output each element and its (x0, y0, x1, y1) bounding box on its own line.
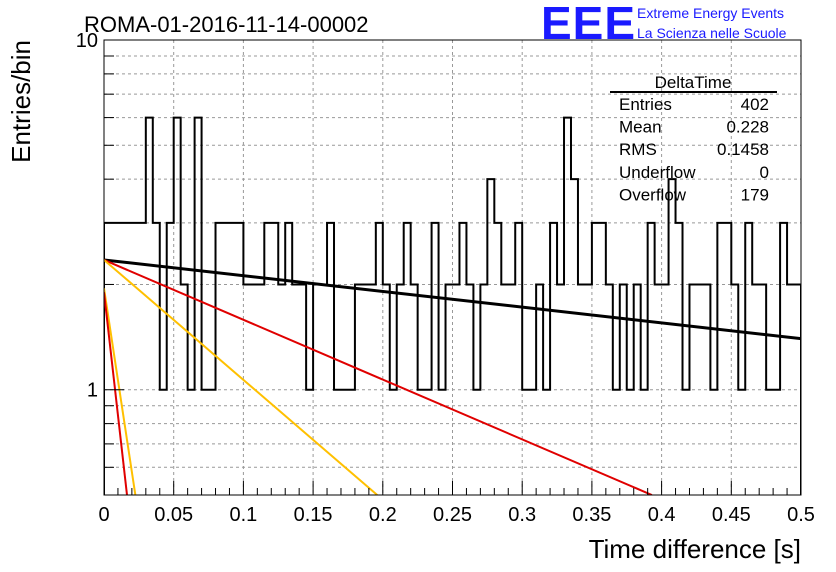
stats-row-label: Mean (619, 118, 662, 137)
x-tick-label: 0.5 (787, 504, 815, 526)
stats-row-value: 0 (760, 163, 769, 182)
stats-row-value: 179 (741, 185, 769, 204)
stats-row-value: 0.228 (726, 118, 769, 137)
x-tick-label: 0 (98, 504, 109, 526)
stats-row-label: Entries (619, 95, 672, 114)
logo-line-1: Extreme Energy Events (637, 5, 784, 21)
chart-title: ROMA-01-2016-11-14-00002 (84, 12, 369, 37)
stats-row-label: Overflow (619, 185, 687, 204)
y-tick-label: 10 (76, 30, 98, 52)
eee-logo: EEE Extreme Energy Events La Scienza nel… (541, 0, 787, 49)
plot-frame (103, 39, 802, 496)
x-tick-label: 0.05 (154, 504, 193, 526)
x-tick-label: 0.3 (508, 504, 536, 526)
fit-curve (104, 258, 801, 341)
fit-curve (104, 288, 137, 495)
stats-title: DeltaTime (655, 73, 732, 92)
y-tick-label: 1 (87, 380, 98, 402)
stats-row-value: 402 (741, 95, 769, 114)
x-axis-label: Time difference [s] (589, 534, 801, 564)
x-tick-label: 0.35 (572, 504, 611, 526)
x-tick-label: 0.1 (229, 504, 257, 526)
plot-data (104, 116, 801, 495)
x-tick-label: 0.25 (433, 504, 472, 526)
x-tick-label: 0.4 (648, 504, 676, 526)
fit-curve (104, 259, 653, 495)
x-tick-label: 0.45 (712, 504, 751, 526)
axes: 0 0.05 0.1 0.15 0.2 0.25 0.3 0.35 0.4 0.45 0.5 1 10 (76, 30, 815, 526)
histogram-line (104, 116, 801, 495)
logo-line-2: La Scienza nelle Scuole (637, 25, 787, 41)
stats-box: DeltaTime Entries 402 Mean 0.228 RMS 0.1458 Un… (610, 73, 777, 204)
fit-curve (104, 292, 128, 495)
logo-letters: EEE (541, 0, 636, 49)
grid (104, 40, 801, 495)
y-axis-label: Entries/bin (6, 40, 36, 163)
stats-row-label: Underflow (619, 163, 696, 182)
stats-row-value: 0.1458 (717, 140, 769, 159)
x-tick-label: 0.15 (294, 504, 333, 526)
fit-curve (104, 259, 378, 495)
stats-row-label: RMS (619, 140, 657, 159)
x-tick-label: 0.2 (369, 504, 397, 526)
stats-rows: Entries 402 Mean 0.228 RMS 0.1458 Underflow 0 Ov… (619, 95, 769, 204)
